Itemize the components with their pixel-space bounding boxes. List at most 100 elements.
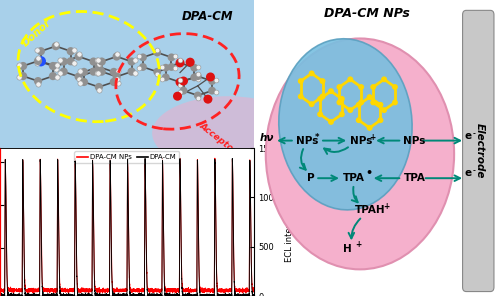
Point	[206, 75, 214, 79]
Point	[380, 77, 388, 82]
Point	[176, 78, 184, 82]
Point	[49, 64, 57, 68]
Point	[34, 59, 42, 63]
Point	[176, 80, 184, 85]
Point	[112, 74, 120, 79]
Point	[162, 75, 170, 80]
Point	[327, 120, 335, 124]
Point	[176, 58, 184, 63]
Point	[16, 75, 24, 80]
Point	[34, 79, 42, 83]
Point	[74, 74, 82, 79]
Point	[153, 69, 161, 74]
Point	[168, 55, 175, 60]
Text: *: *	[316, 133, 320, 142]
Point	[132, 70, 140, 75]
Point	[208, 79, 216, 83]
Point	[52, 75, 60, 80]
Point	[316, 112, 324, 117]
Point	[94, 70, 102, 75]
Point	[176, 60, 184, 65]
Point	[136, 54, 143, 59]
Text: e: e	[465, 168, 472, 178]
Point	[338, 112, 346, 117]
Point	[153, 50, 161, 55]
Point	[114, 68, 122, 73]
Point	[33, 60, 41, 65]
Point	[369, 85, 377, 89]
Point	[316, 96, 324, 101]
Legend: DPA-CM NPs, DPA-CM: DPA-CM NPs, DPA-CM	[74, 152, 179, 163]
Point	[162, 65, 170, 70]
Point	[37, 49, 45, 54]
Text: +: +	[384, 202, 390, 211]
Point	[76, 68, 84, 73]
Point	[52, 44, 60, 49]
Point	[112, 52, 120, 56]
Point	[391, 100, 399, 105]
Circle shape	[266, 38, 454, 269]
Point	[76, 81, 84, 86]
Point	[132, 58, 140, 63]
Point	[74, 77, 82, 81]
Point	[19, 64, 27, 68]
Point	[139, 65, 147, 69]
Point	[34, 81, 42, 86]
Point	[33, 48, 41, 52]
Point	[318, 94, 326, 99]
Point	[60, 59, 68, 64]
Text: •: •	[365, 168, 372, 178]
Point	[90, 59, 98, 64]
Point	[376, 102, 384, 107]
FancyBboxPatch shape	[462, 10, 494, 292]
Point	[112, 77, 120, 81]
Point	[366, 95, 374, 99]
Point	[56, 58, 64, 63]
Point	[366, 126, 374, 130]
Text: +: +	[355, 240, 362, 250]
Point	[357, 85, 365, 89]
Point	[190, 65, 198, 70]
Point	[308, 71, 316, 76]
Point	[110, 70, 118, 74]
Point	[60, 69, 68, 74]
Text: Acceptor: Acceptor	[198, 121, 239, 156]
Point	[95, 65, 103, 69]
Point	[354, 118, 362, 123]
Ellipse shape	[279, 39, 412, 210]
Text: NPs: NPs	[404, 136, 426, 146]
Point	[354, 102, 362, 107]
Point	[176, 82, 184, 87]
Point	[128, 69, 136, 74]
Point	[94, 58, 102, 63]
Point	[346, 77, 354, 82]
Point	[346, 108, 354, 112]
Point	[110, 80, 118, 84]
Point	[52, 41, 60, 46]
Point	[52, 66, 60, 71]
Point	[139, 55, 147, 60]
Text: NPs: NPs	[350, 136, 372, 146]
Point	[158, 76, 166, 81]
Text: hν: hν	[260, 133, 274, 143]
Point	[34, 56, 42, 61]
Point	[94, 70, 102, 75]
Text: DPA-CM NPs: DPA-CM NPs	[324, 7, 410, 20]
Text: P: P	[307, 173, 314, 183]
Point	[336, 85, 344, 89]
Point	[98, 69, 106, 74]
Point	[318, 79, 326, 83]
Point	[128, 59, 136, 64]
Point	[153, 48, 161, 52]
Point	[98, 59, 106, 64]
Point	[376, 118, 384, 123]
Text: +: +	[370, 133, 376, 142]
Point	[168, 65, 175, 69]
Point	[90, 69, 98, 74]
Point	[80, 70, 88, 74]
Text: DPA-CM: DPA-CM	[182, 10, 234, 23]
Point	[357, 100, 365, 105]
Point	[80, 80, 88, 84]
Text: Donor: Donor	[20, 18, 54, 49]
Point	[66, 59, 74, 64]
